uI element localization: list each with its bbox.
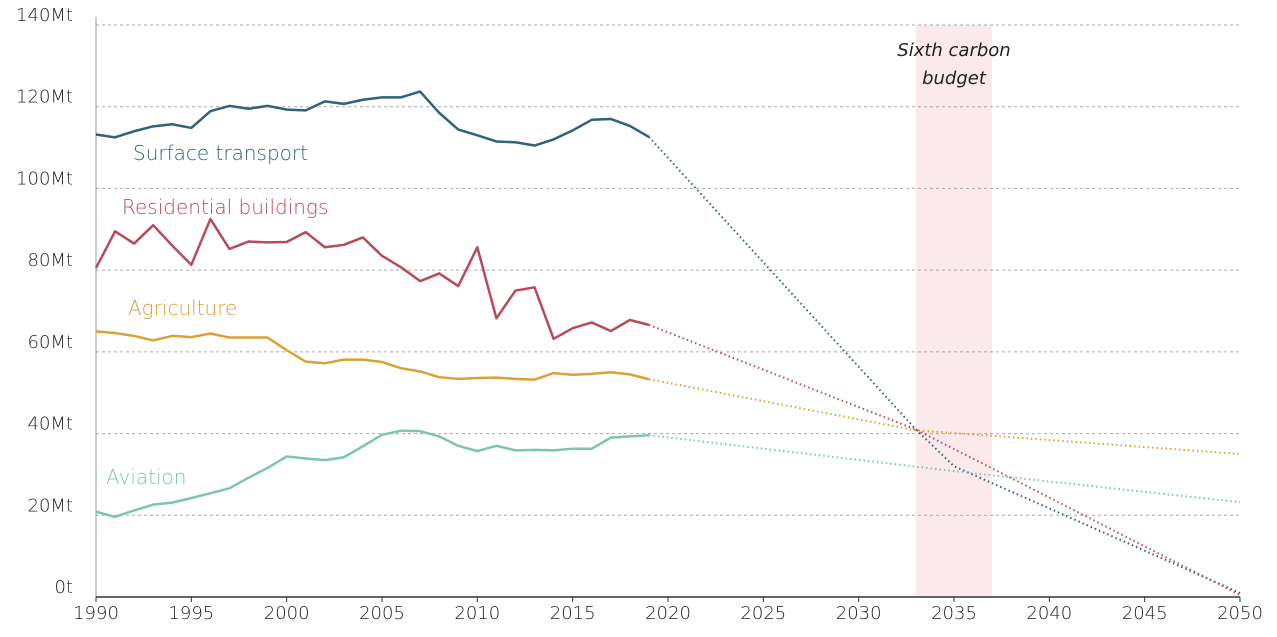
budget-band [915,25,993,597]
x-tick-label: 2015 [550,603,596,624]
budget-label: Sixth carbon [897,40,1010,61]
x-tick-label: 1995 [168,603,214,624]
y-tick-label: 120Mt [16,87,73,108]
x-tick-label: 2025 [740,603,786,624]
history-line [94,217,650,341]
y-tick-label: 20Mt [28,495,74,516]
budget-label: budget [922,68,987,89]
y-tick-label: 140Mt [16,5,73,26]
projection-line [648,323,1241,596]
y-tick-label: 40Mt [28,414,74,435]
projection-line [648,136,1241,594]
y-tick-label: 100Mt [16,168,73,189]
x-tick-label: 2045 [1122,603,1168,624]
history-line [95,429,650,519]
projection-line [648,378,1241,455]
x-tick-label: 2020 [645,603,691,624]
x-tick-label: 2035 [931,603,977,624]
series-label: Residential buildings [122,195,328,219]
y-tick-label: 0t [54,577,73,598]
x-tick-label: 1990 [73,603,119,624]
x-tick-label: 2000 [264,603,310,624]
x-tick-label: 2010 [454,603,500,624]
history-line [95,90,650,147]
series-label: Aviation [106,465,186,489]
x-tick-label: 2005 [359,603,405,624]
series-label: Agriculture [128,296,237,320]
y-tick-label: 60Mt [28,332,74,353]
x-tick-label: 2030 [836,603,882,624]
projection-line [648,434,1241,504]
series-label: Surface transport [133,141,308,165]
history-line [95,330,650,381]
x-tick-label: 2040 [1026,603,1072,624]
y-tick-label: 80Mt [28,250,74,271]
x-tick-label: 2050 [1217,603,1263,624]
